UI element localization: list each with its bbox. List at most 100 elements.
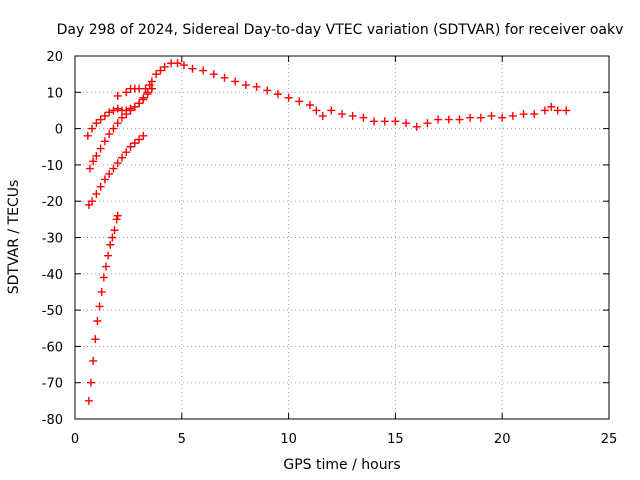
series-lower-rising-track	[84, 131, 148, 209]
data-point	[89, 157, 98, 166]
data-point	[318, 111, 327, 120]
axis-ticks	[74, 55, 610, 420]
data-point	[104, 251, 113, 260]
data-point	[126, 104, 135, 113]
data-point	[141, 84, 150, 93]
data-point	[312, 106, 321, 115]
data-point	[126, 142, 135, 151]
data-point	[92, 119, 101, 128]
data-point	[109, 124, 118, 133]
x-tick-label: 20	[494, 432, 511, 447]
data-point	[97, 287, 106, 296]
x-tick-label: 15	[387, 432, 404, 447]
data-point	[96, 115, 105, 124]
x-tick-label: 10	[280, 432, 297, 447]
data-point	[553, 106, 562, 115]
data-point	[91, 335, 100, 344]
data-point	[359, 113, 368, 122]
data-point	[444, 115, 453, 124]
data-point	[96, 182, 105, 191]
data-point	[105, 108, 114, 117]
y-tick-label: -80	[42, 413, 63, 428]
data-point	[92, 189, 101, 198]
data-point	[105, 169, 114, 178]
data-point	[540, 106, 549, 115]
data-point	[85, 164, 94, 173]
data-point	[110, 226, 119, 235]
data-point	[173, 59, 182, 68]
data-point	[109, 106, 118, 115]
y-tick-label: -30	[42, 232, 63, 247]
data-point	[130, 139, 139, 148]
data-point	[179, 61, 188, 70]
data-point	[295, 97, 304, 106]
data-point	[92, 151, 101, 160]
data-point	[106, 240, 115, 249]
data-point	[88, 124, 97, 133]
data-point	[113, 159, 122, 168]
data-point	[84, 396, 93, 405]
x-tick-label: 25	[601, 432, 618, 447]
data-point	[147, 77, 156, 86]
y-tick-label: 10	[46, 86, 63, 101]
data-point	[88, 197, 97, 206]
x-tick-label: 0	[71, 432, 79, 447]
data-point	[93, 316, 102, 325]
data-point	[487, 111, 496, 120]
data-point	[135, 99, 144, 108]
data-point	[113, 91, 122, 100]
data-point	[370, 117, 379, 126]
y-tick-label: -10	[42, 159, 63, 174]
data-point	[220, 73, 229, 82]
data-point	[423, 119, 432, 128]
data-point	[156, 66, 165, 75]
data-point	[113, 211, 122, 220]
data-point	[100, 111, 109, 120]
data-point	[152, 70, 161, 79]
data-point	[100, 175, 109, 184]
data-point	[109, 164, 118, 173]
data-point	[338, 110, 346, 119]
data-point	[466, 113, 475, 122]
y-tick-labels: -80 -70 -60 -50 -40 -30 -20 -10 0 10 20	[42, 50, 63, 428]
data-point	[530, 110, 539, 119]
chart-title: Day 298 of 2024, Sidereal Day-to-day VTE…	[57, 22, 624, 38]
data-point	[188, 64, 197, 73]
data-point	[402, 119, 411, 128]
data-point	[117, 153, 126, 162]
data-point	[143, 90, 152, 99]
y-tick-label: -20	[42, 195, 63, 210]
data-point	[273, 90, 282, 99]
data-point	[112, 215, 121, 224]
data-point	[199, 66, 208, 75]
data-point	[519, 110, 528, 119]
data-point	[160, 62, 169, 71]
y-tick-label: 20	[46, 50, 63, 65]
data-point	[476, 113, 485, 122]
data-point	[100, 137, 109, 146]
y-tick-label: -60	[42, 340, 63, 355]
data-point	[209, 70, 218, 79]
data-point	[108, 233, 117, 242]
y-tick-label: -70	[42, 377, 63, 392]
data-point	[434, 115, 443, 124]
y-tick-label: -50	[42, 304, 63, 319]
data-point	[380, 117, 389, 126]
data-point	[113, 119, 122, 128]
data-point	[139, 95, 148, 104]
data-point	[348, 111, 357, 120]
x-axis-label: GPS time / hours	[283, 457, 400, 473]
data-point	[412, 122, 421, 131]
data-point	[89, 356, 98, 365]
data-point	[113, 104, 122, 113]
data-point	[139, 131, 148, 140]
data-point	[252, 82, 261, 91]
data-point	[241, 81, 250, 90]
data-point	[508, 111, 517, 120]
data-point	[391, 117, 400, 126]
data-point	[498, 113, 507, 122]
data-point	[122, 106, 131, 115]
data-point	[83, 131, 92, 140]
data-point	[96, 144, 105, 153]
